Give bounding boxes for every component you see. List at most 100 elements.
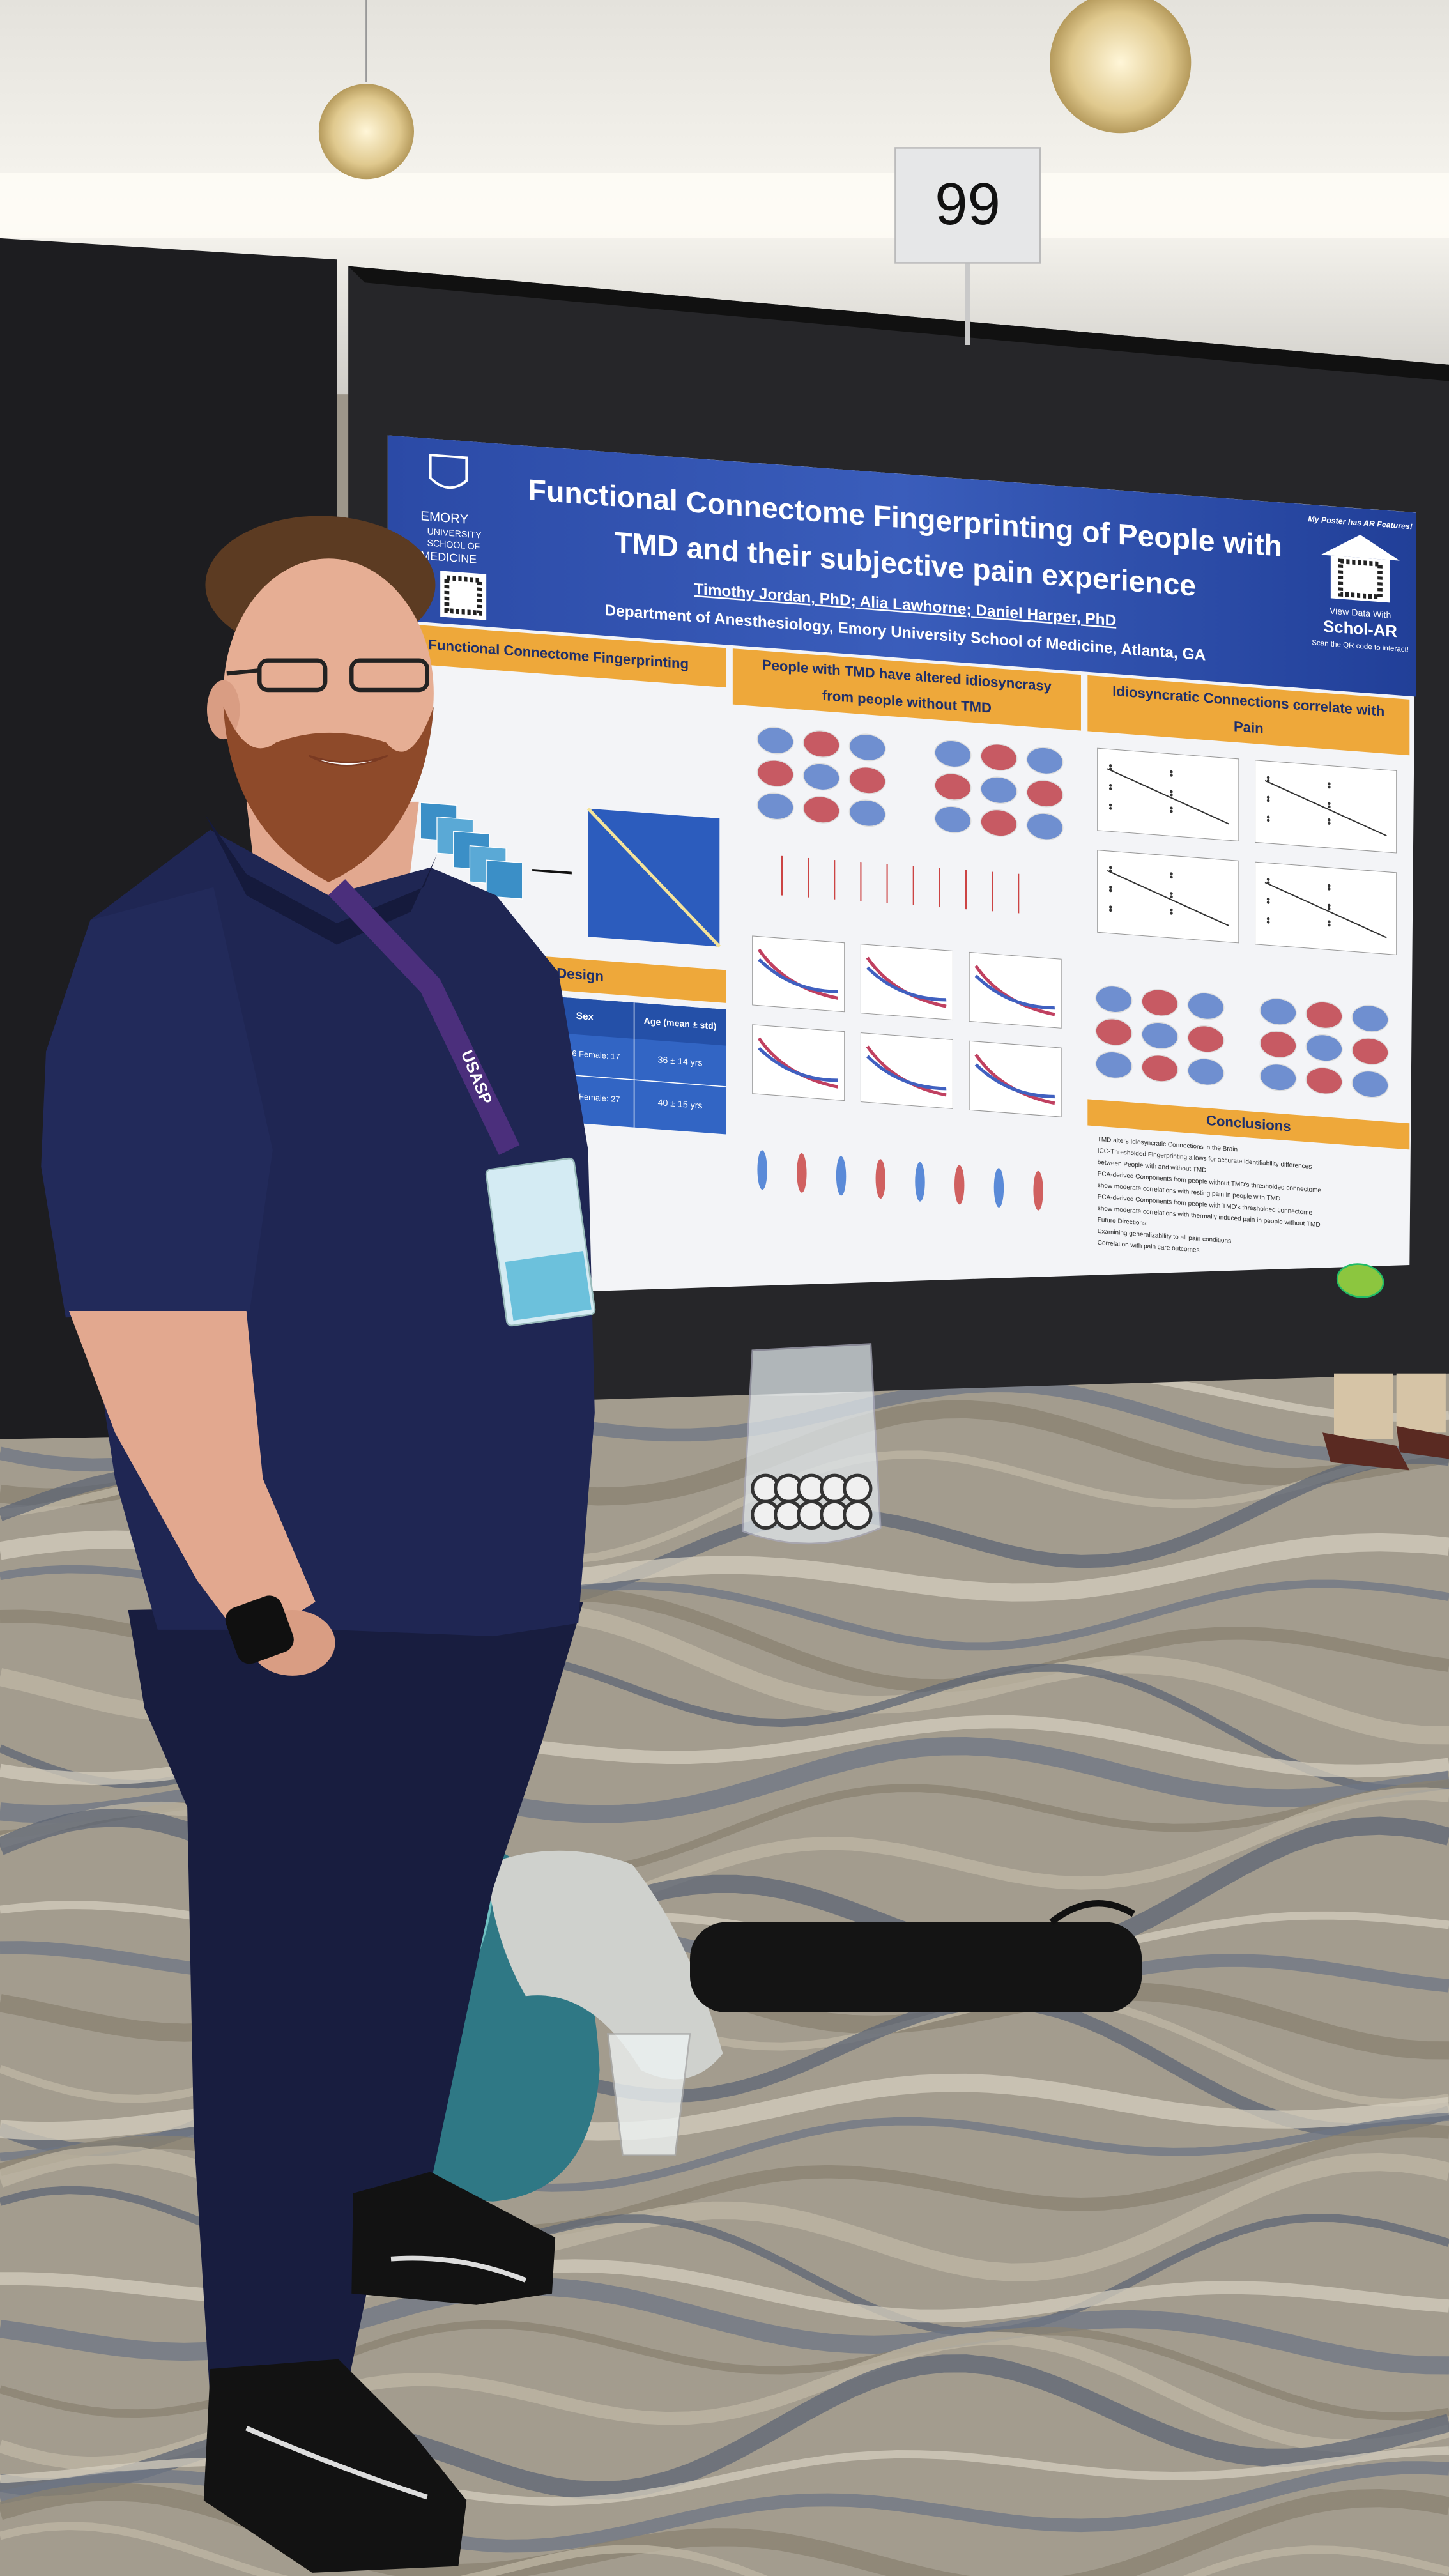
number-sign — [894, 147, 1041, 264]
scatter-dot — [1327, 923, 1331, 927]
carpet-swirl — [0, 2522, 1449, 2576]
scatter-dot — [1108, 787, 1112, 790]
plot-frame — [969, 1040, 1062, 1117]
qr-code — [440, 571, 487, 620]
scatter-dot — [1327, 907, 1331, 910]
shoe-logo — [390, 2255, 527, 2283]
violin — [757, 1150, 767, 1190]
pants — [128, 1602, 583, 2415]
table-header-cell: Sex — [576, 1011, 594, 1023]
board-frame — [348, 266, 1449, 381]
brain-render — [980, 743, 1018, 771]
beard — [223, 706, 434, 882]
brain-render — [1305, 1067, 1343, 1095]
brain-render — [1026, 813, 1064, 841]
plot-frame — [860, 944, 953, 1021]
plot-curve — [974, 1063, 1055, 1099]
scatter-dot — [1170, 790, 1173, 793]
scatter-dot — [1170, 892, 1173, 895]
scatter-dot — [1170, 895, 1173, 898]
plot-frame — [969, 951, 1062, 1029]
plot-curve — [758, 958, 838, 993]
brain-render — [934, 772, 972, 801]
brain-render — [1141, 1054, 1179, 1082]
section-header — [1087, 675, 1410, 756]
logo-text: EMORY — [420, 509, 468, 527]
matrix-diagonal — [586, 807, 721, 948]
scatter-dot — [1266, 878, 1270, 881]
scatter-dot — [1170, 872, 1173, 875]
scatter-dot — [1266, 921, 1270, 924]
plot-frame — [752, 935, 845, 1013]
tube-strap — [1049, 1900, 1135, 1925]
brain-render — [802, 795, 840, 824]
brain-render — [848, 733, 886, 762]
scatter-dot — [1327, 822, 1331, 825]
matrix-stack — [420, 802, 523, 900]
scatter-dot — [1327, 887, 1331, 891]
brain-render — [1095, 1051, 1133, 1079]
qr-pattern — [444, 575, 482, 616]
badge-stripe — [505, 1250, 592, 1321]
scatter-dot — [1108, 869, 1112, 873]
glasses — [257, 658, 328, 693]
table-header — [539, 995, 726, 1046]
arrow — [532, 868, 572, 875]
brain-render — [1187, 1025, 1225, 1053]
scatter-dot — [1266, 815, 1270, 819]
scatter-dot — [1108, 866, 1112, 870]
scatter-dot — [1327, 782, 1331, 786]
ar-qr — [1330, 555, 1390, 603]
brain-render — [848, 766, 886, 794]
logo-text: UNIVERSITY — [427, 526, 482, 540]
visitor-shoe — [1322, 1432, 1410, 1471]
plot-frame — [860, 1032, 953, 1109]
brain-render — [756, 726, 794, 755]
glasses-arm — [226, 668, 260, 676]
scatter-dot — [1266, 898, 1270, 901]
scatter-dot — [1108, 885, 1112, 889]
brain-render — [980, 809, 1018, 837]
brain-render — [1351, 1038, 1389, 1066]
table-cell: 36 ± 14 yrs — [658, 1055, 703, 1068]
plastic-cup — [606, 2033, 691, 2157]
violin — [875, 1159, 885, 1199]
brain-render — [980, 776, 1018, 804]
brain-render — [1259, 1063, 1297, 1091]
scatter-dot — [1108, 767, 1112, 770]
scatter-dot — [1327, 802, 1331, 805]
scatter-dot — [1266, 881, 1270, 884]
scatter-dot — [1170, 806, 1173, 810]
pin-button — [843, 1499, 873, 1530]
brain-render — [1095, 985, 1133, 1013]
sign-number: 99 — [935, 171, 1000, 237]
forearm — [69, 1311, 316, 1646]
scatter-dot — [1170, 809, 1173, 813]
trend-line — [1264, 882, 1387, 939]
brain-render — [756, 760, 794, 787]
brain-render — [1141, 988, 1179, 1016]
scatter-dot — [1327, 818, 1331, 822]
visitor-leg — [1396, 1373, 1446, 1433]
poster-figures — [752, 726, 1397, 1298]
trend-line — [1107, 870, 1229, 926]
scatter-dot — [1327, 903, 1331, 907]
violin — [993, 1168, 1004, 1208]
scatter-dot — [1170, 793, 1173, 797]
section-header — [391, 622, 726, 688]
logo-text: SCHOOL OF — [427, 538, 480, 552]
scatter-dot — [1327, 920, 1331, 924]
ar-badge-cap — [1321, 535, 1400, 561]
scatter-dot — [1108, 908, 1112, 912]
ar-badge-text: View Data With — [1330, 606, 1391, 621]
brain-render — [802, 730, 840, 758]
scatter-dot — [1327, 884, 1331, 887]
plot-curve — [758, 1046, 838, 1082]
scatter-dot — [1327, 785, 1331, 789]
brain-render — [1026, 747, 1064, 775]
brain-render — [1141, 1022, 1179, 1050]
emory-shield — [429, 454, 468, 489]
visitor-shoe — [1396, 1426, 1449, 1459]
plot-curve — [974, 974, 1055, 1010]
